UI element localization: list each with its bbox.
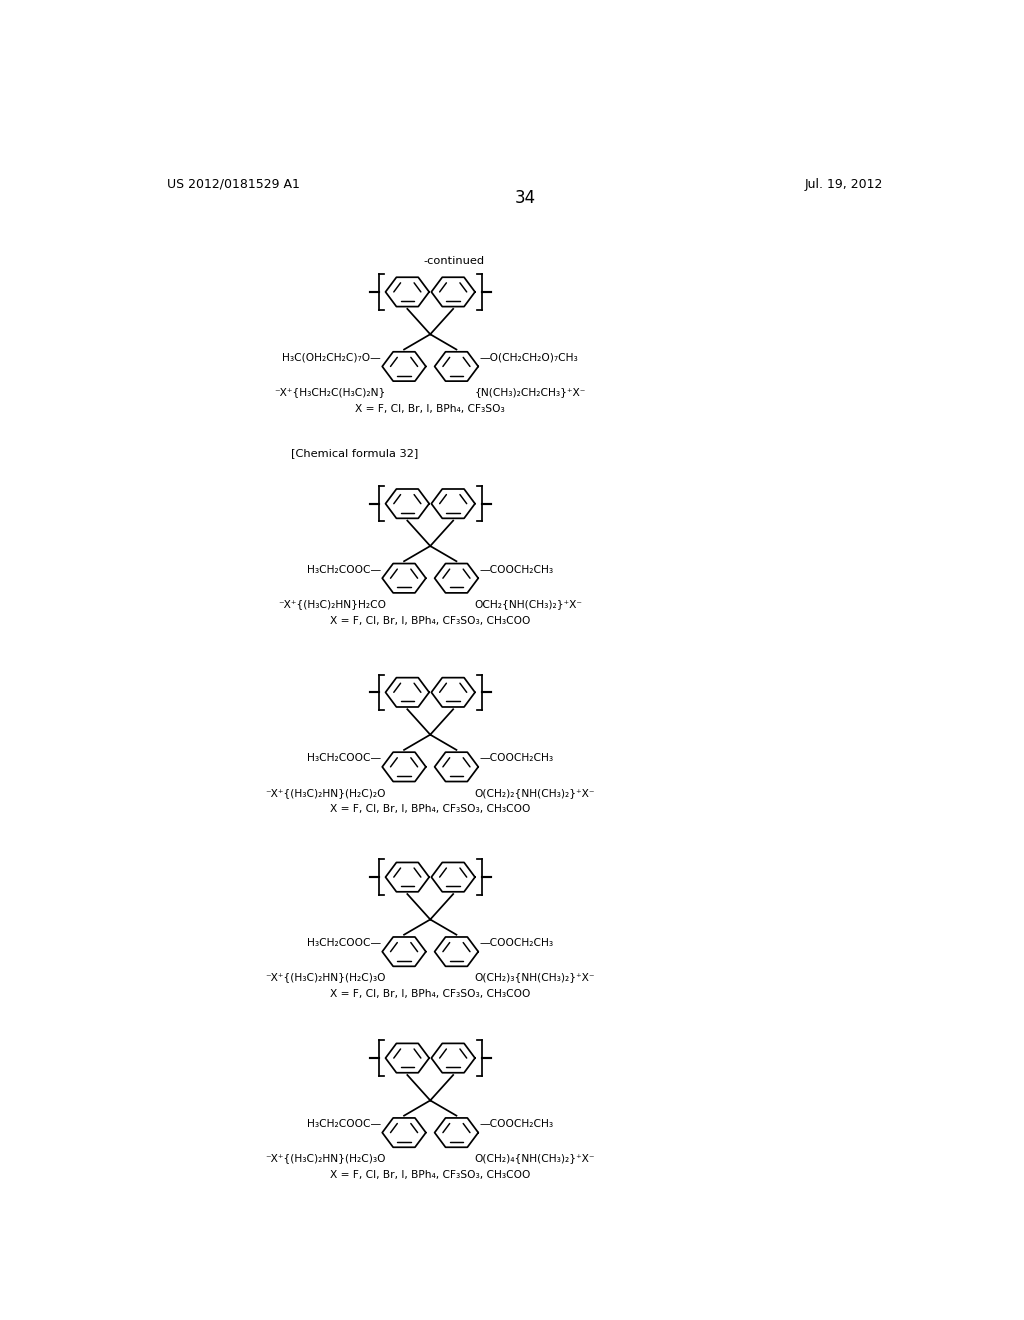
Text: Jul. 19, 2012: Jul. 19, 2012 <box>805 178 883 190</box>
Text: US 2012/0181529 A1: US 2012/0181529 A1 <box>167 178 300 190</box>
Text: ⁻X⁺{(H₃C)₂HN}(H₂C)₃O: ⁻X⁺{(H₃C)₂HN}(H₂C)₃O <box>265 973 386 982</box>
Text: H₃CH₂COOC—: H₃CH₂COOC— <box>306 939 381 948</box>
Text: —COOCH₂CH₃: —COOCH₂CH₃ <box>480 1119 554 1129</box>
Text: X = F, Cl, Br, I, BPh₄, CF₃SO₃, CH₃COO: X = F, Cl, Br, I, BPh₄, CF₃SO₃, CH₃COO <box>330 615 530 626</box>
Text: OCH₂{NH(CH₃)₂}⁺X⁻: OCH₂{NH(CH₃)₂}⁺X⁻ <box>474 599 583 609</box>
Text: O(CH₂)₂{NH(CH₃)₂}⁺X⁻: O(CH₂)₂{NH(CH₃)₂}⁺X⁻ <box>474 788 595 797</box>
Text: H₃CH₂COOC—: H₃CH₂COOC— <box>306 565 381 574</box>
Text: —COOCH₂CH₃: —COOCH₂CH₃ <box>480 565 554 574</box>
Text: X = F, Cl, Br, I, BPh₄, CF₃SO₃, CH₃COO: X = F, Cl, Br, I, BPh₄, CF₃SO₃, CH₃COO <box>330 804 530 814</box>
Text: H₃C(OH₂CH₂C)₇O—: H₃C(OH₂CH₂C)₇O— <box>282 352 381 363</box>
Text: H₃CH₂COOC—: H₃CH₂COOC— <box>306 1119 381 1129</box>
Text: —COOCH₂CH₃: —COOCH₂CH₃ <box>480 939 554 948</box>
Text: X = F, Cl, Br, I, BPh₄, CF₃SO₃, CH₃COO: X = F, Cl, Br, I, BPh₄, CF₃SO₃, CH₃COO <box>330 989 530 999</box>
Text: —COOCH₂CH₃: —COOCH₂CH₃ <box>480 754 554 763</box>
Text: ⁻X⁺{(H₃C)₂HN}(H₂C)₃O: ⁻X⁺{(H₃C)₂HN}(H₂C)₃O <box>265 1154 386 1163</box>
Text: X = F, Cl, Br, I, BPh₄, CF₃SO₃, CH₃COO: X = F, Cl, Br, I, BPh₄, CF₃SO₃, CH₃COO <box>330 1170 530 1180</box>
Text: -continued: -continued <box>423 256 484 265</box>
Text: [Chemical formula 32]: [Chemical formula 32] <box>291 447 418 458</box>
Text: O(CH₂)₄{NH(CH₃)₂}⁺X⁻: O(CH₂)₄{NH(CH₃)₂}⁺X⁻ <box>474 1154 595 1163</box>
Text: ⁻X⁺{(H₃C)₂HN}(H₂C)₂O: ⁻X⁺{(H₃C)₂HN}(H₂C)₂O <box>265 788 386 797</box>
Text: O(CH₂)₃{NH(CH₃)₂}⁺X⁻: O(CH₂)₃{NH(CH₃)₂}⁺X⁻ <box>474 973 595 982</box>
Text: X = F, Cl, Br, I, BPh₄, CF₃SO₃: X = F, Cl, Br, I, BPh₄, CF₃SO₃ <box>355 404 505 413</box>
Text: {N(CH₃)₂CH₂CH₃}⁺X⁻: {N(CH₃)₂CH₂CH₃}⁺X⁻ <box>474 387 586 397</box>
Text: 34: 34 <box>514 189 536 207</box>
Text: ⁻X⁺{(H₃C)₂HN}H₂CO: ⁻X⁺{(H₃C)₂HN}H₂CO <box>279 599 386 609</box>
Text: —O(CH₂CH₂O)₇CH₃: —O(CH₂CH₂O)₇CH₃ <box>480 352 579 363</box>
Text: ⁻X⁺{H₃CH₂C(H₃C)₂N}: ⁻X⁺{H₃CH₂C(H₃C)₂N} <box>274 387 386 397</box>
Text: H₃CH₂COOC—: H₃CH₂COOC— <box>306 754 381 763</box>
